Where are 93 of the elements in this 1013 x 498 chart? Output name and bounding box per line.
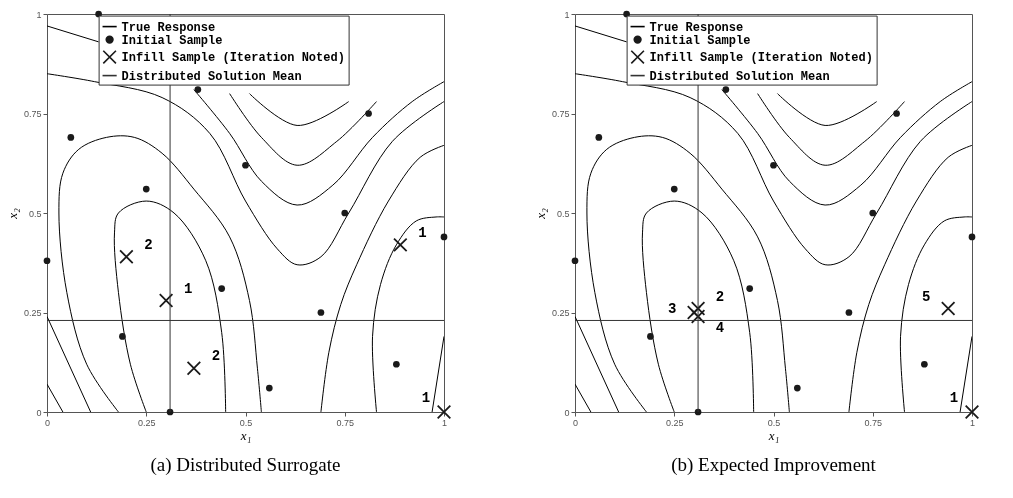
legend-label: Initial Sample	[121, 33, 223, 48]
text: (a) Distributed Surrogate	[150, 454, 341, 476]
point	[869, 209, 877, 217]
legend-label: True Response	[649, 20, 744, 35]
line-series	[721, 81, 972, 206]
legend-label: True Response	[121, 20, 216, 35]
point	[845, 309, 853, 316]
point	[393, 360, 400, 368]
line-series	[113, 200, 227, 412]
line-series	[320, 144, 444, 412]
point	[317, 309, 325, 316]
point	[968, 233, 976, 241]
y-tick-label: 0.75	[551, 109, 570, 119]
line-series	[47, 73, 444, 266]
legend-label: Infill Sample (Iteration Noted)	[649, 51, 873, 66]
annotation: 3	[667, 300, 677, 317]
point	[341, 209, 349, 217]
line-series	[58, 135, 262, 412]
point	[595, 134, 603, 141]
point	[265, 384, 273, 392]
point	[119, 249, 134, 264]
point	[194, 86, 202, 93]
annotation: 1	[421, 390, 431, 406]
point	[770, 161, 777, 169]
point	[393, 237, 408, 253]
point	[940, 301, 956, 316]
y-tick-label: 0.5	[28, 208, 42, 219]
line-series	[371, 216, 444, 412]
point	[964, 404, 980, 420]
point	[571, 257, 579, 265]
point	[440, 233, 448, 241]
annotation: 2	[715, 288, 725, 305]
point	[218, 285, 226, 292]
line-series	[586, 135, 790, 412]
annotation: 2	[144, 236, 153, 253]
annotation: 1	[418, 224, 427, 241]
point	[186, 361, 202, 376]
point	[793, 384, 801, 392]
point	[722, 86, 730, 93]
annotation: 2	[211, 348, 221, 365]
text: (b) Expected Improvement	[671, 454, 877, 476]
legend-label: Distributed Solution Mean	[649, 69, 830, 84]
point	[690, 301, 706, 316]
x-tick-label: 1	[441, 417, 448, 428]
legend-label: Infill Sample (Iteration Noted)	[121, 51, 345, 66]
x-tick-label: 1	[969, 417, 976, 428]
point	[690, 309, 706, 324]
point	[670, 185, 678, 193]
y-tick-label: 1	[564, 9, 570, 20]
point	[142, 185, 150, 193]
legend-label: Initial Sample	[649, 33, 751, 48]
annotation: 4	[715, 320, 725, 337]
point	[647, 333, 654, 340]
annotation: 1	[183, 280, 193, 297]
line-series	[757, 93, 906, 166]
x-tick-label: 0	[572, 417, 579, 428]
point	[67, 134, 75, 141]
annotation: 5	[921, 288, 931, 305]
y-tick-label: 0.75	[23, 109, 42, 119]
point	[436, 404, 452, 420]
y-tick-label: 0	[36, 407, 42, 418]
annotation: 1	[949, 390, 959, 406]
line-series	[899, 216, 972, 412]
x-tick-label: 0.25	[137, 417, 156, 428]
point	[746, 285, 754, 292]
y-tick-label: 0	[564, 407, 570, 418]
x-axis-title: x₁	[239, 427, 252, 443]
point	[242, 161, 249, 169]
x-tick-label: 0.75	[864, 417, 883, 428]
x-tick-label: 0.75	[336, 417, 355, 428]
x-tick-label: 0.5	[239, 417, 253, 428]
point	[893, 110, 900, 117]
line-series	[229, 93, 378, 166]
legend-label: Distributed Solution Mean	[121, 69, 302, 84]
y-axis-title: x₂	[532, 207, 548, 220]
line-series	[193, 81, 444, 206]
y-tick-label: 0.5	[556, 208, 570, 219]
x-tick-label: 0.5	[767, 417, 781, 428]
y-axis-title: x₂	[4, 207, 20, 220]
point	[158, 293, 174, 308]
y-tick-label: 0.25	[23, 308, 42, 318]
line-series	[641, 200, 755, 412]
point	[365, 110, 372, 117]
point	[921, 360, 928, 368]
x-axis-title: x₁	[767, 427, 780, 443]
y-tick-label: 1	[36, 9, 42, 20]
point	[119, 333, 126, 340]
point	[43, 257, 51, 265]
x-tick-label: 0	[44, 417, 51, 428]
x-tick-label: 0.25	[665, 417, 684, 428]
y-tick-label: 0.25	[551, 308, 570, 318]
line-series	[848, 144, 972, 412]
line-series	[575, 73, 972, 266]
